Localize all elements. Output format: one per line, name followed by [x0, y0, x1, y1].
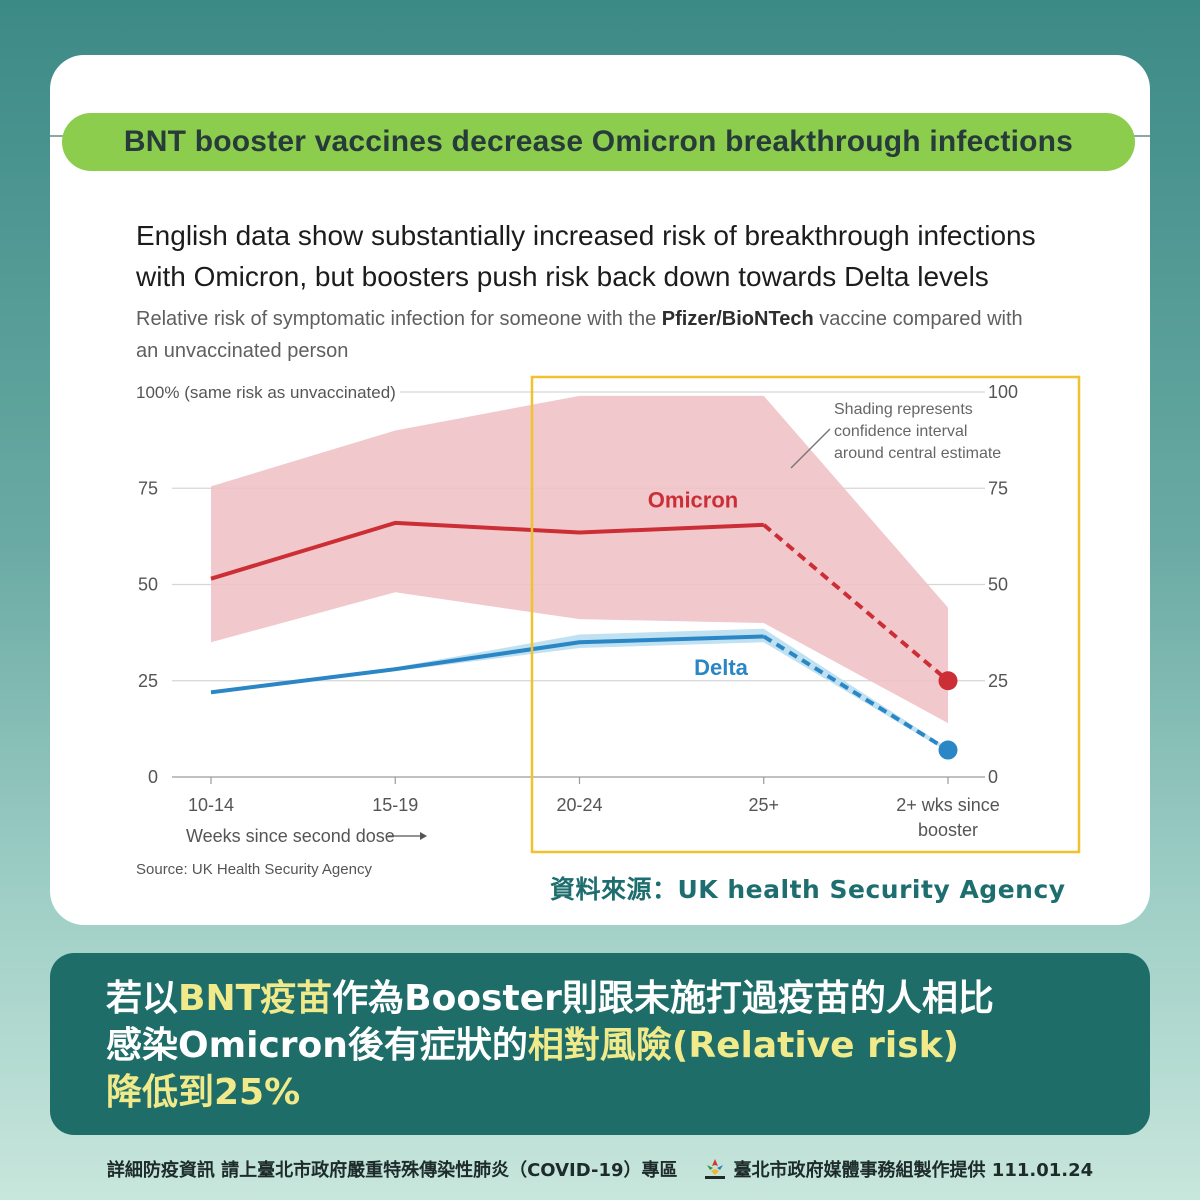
end-marker-omicron — [938, 671, 958, 691]
chart-subtitle-suffix: vaccine compared with — [813, 308, 1023, 330]
banner-title: BNT booster vaccines decrease Omicron br… — [62, 113, 1135, 171]
footer: 詳細防疫資訊 請上臺北市政府嚴重特殊傳染性肺炎（COVID-19）專區 臺北市政… — [0, 1155, 1200, 1183]
series-label-omicron: Omicron — [648, 488, 738, 513]
summary-l1-b: 作為Booster則跟未施打過疫苗的人相比 — [332, 978, 994, 1019]
summary-l2-a: 感染Omicron後有症狀的 — [106, 1025, 528, 1066]
chart-subtitle-line1: Relative risk of symptomatic infection f… — [136, 303, 1036, 335]
series-label-delta: Delta — [694, 655, 749, 680]
x-tick-label: 20-24 — [556, 795, 602, 815]
x-tick-label: 10-14 — [188, 795, 234, 815]
y-tick-label-right: 100 — [988, 382, 1018, 402]
y-tick-label-left: 50 — [138, 575, 158, 595]
footer-left-text: 詳細防疫資訊 請上臺北市政府嚴重特殊傳染性肺炎（COVID-19）專區 — [106, 1160, 678, 1181]
end-marker-delta — [938, 740, 958, 760]
summary-line1: 若以BNT疫苗作為Booster則跟未施打過疫苗的人相比 — [106, 975, 1150, 1022]
y-top-reference-label: 100% (same risk as unvaccinated) — [136, 383, 396, 402]
source-caption-zh: 資料來源：UK health Security Agency — [550, 875, 1066, 904]
series-dashed-omicron — [762, 523, 950, 683]
x-axis-label: Weeks since second dose — [186, 826, 395, 846]
chart-subtitle-line2: an unvaccinated person — [136, 340, 349, 362]
infographic-card: BNT booster vaccines decrease Omicron br… — [50, 55, 1150, 925]
x-axis-arrow-head — [420, 832, 427, 840]
chart-subtitle-bold: Pfizer/BioNTech — [661, 308, 814, 330]
annotation-pointer — [790, 428, 831, 469]
confidence-band-omicron — [211, 395, 948, 724]
summary-line2: 感染Omicron後有症狀的相對風險(Relative risk) — [106, 1022, 1150, 1069]
series-line-omicron — [210, 520, 764, 581]
y-tick-label-left: 25 — [138, 671, 158, 691]
summary-l2-highlight: 相對風險(Relative risk) — [527, 1025, 960, 1066]
x-tick-label: 15-19 — [372, 795, 418, 815]
annotation-text: around central estimate — [834, 445, 1001, 462]
chart-heading-line1: English data show substantially increase… — [136, 220, 1036, 251]
chart-heading-line2: with Omicron, but boosters push risk bac… — [136, 261, 989, 292]
y-tick-label-right: 50 — [988, 575, 1008, 595]
chart-labels: 0 0 25 25 50 50 75 75 100 100% (same risk as unva… — [136, 382, 1018, 846]
y-tick-label-right: 75 — [988, 478, 1008, 498]
summary-l1-highlight: BNT疫苗 — [178, 978, 333, 1019]
annotation-text: Shading represents — [834, 401, 973, 418]
chart-source-note: Source: UK Health Security Agency — [136, 861, 372, 878]
highlight-box — [530, 375, 1081, 854]
x-tick-label: booster — [918, 820, 978, 840]
series-line-delta — [210, 634, 764, 695]
confidence-bands — [211, 395, 948, 752]
summary-l1-a: 若以 — [106, 978, 179, 1019]
y-tick-label-left: 75 — [138, 478, 158, 498]
x-tick-label: 2+ wks since — [896, 795, 1000, 815]
summary-box: 若以BNT疫苗作為Booster則跟未施打過疫苗的人相比 感染Omicron後有… — [50, 953, 1150, 1135]
x-tick-label: 25+ — [748, 795, 779, 815]
chart-subtitle-prefix: Relative risk of symptomatic infection f… — [136, 308, 662, 330]
annotation-text: confidence interval — [834, 423, 967, 440]
y-tick-label-right: 0 — [988, 767, 998, 787]
y-tick-label-right: 25 — [988, 671, 1008, 691]
line-chart: 0 0 25 25 50 50 75 75 100 100% (same risk as unva… — [136, 375, 1081, 854]
chart-heading: English data show substantially increase… — [136, 215, 1036, 297]
summary-line3: 降低到25% — [106, 1072, 301, 1113]
chart-subtitle: Relative risk of symptomatic infection f… — [136, 303, 1036, 367]
series-lines — [210, 520, 958, 760]
y-tick-label-left: 0 — [148, 767, 158, 787]
footer-right-text: 臺北市政府媒體事務組製作提供 111.01.24 — [733, 1160, 1094, 1181]
series-dashed-delta — [762, 634, 950, 752]
taipei-logo-icon — [702, 1157, 728, 1181]
